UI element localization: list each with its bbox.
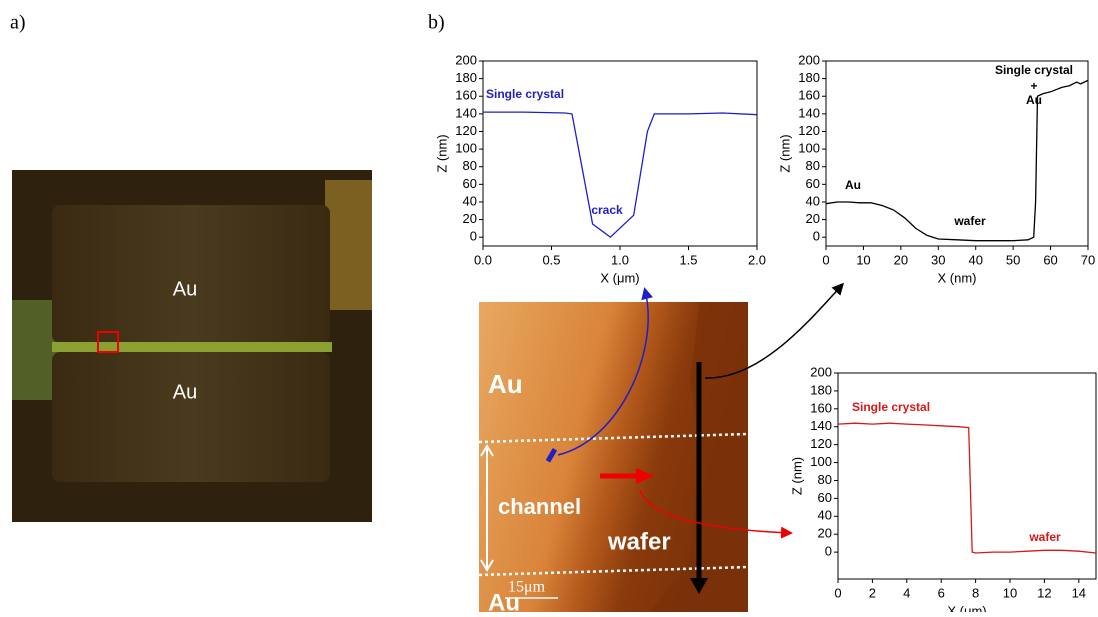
x-tick-label: 0.0 bbox=[474, 252, 492, 267]
y-tick-label: 140 bbox=[798, 105, 820, 120]
x-tick-label: 10 bbox=[856, 252, 870, 267]
y-tick-label: 160 bbox=[798, 88, 820, 103]
annotation: Au bbox=[1026, 93, 1042, 107]
label: Au bbox=[173, 278, 197, 300]
afm-label: channel bbox=[498, 494, 581, 519]
y-tick-label: 100 bbox=[455, 141, 477, 156]
y-tick-label: 180 bbox=[455, 70, 477, 85]
y-tick-label: 160 bbox=[455, 88, 477, 103]
y-tick-label: 120 bbox=[798, 123, 820, 138]
line-chart: 0 20 40 60 80 100 120 140 160 180 200 0 10 20 30 40 50 60… bbox=[777, 52, 1095, 285]
afm-label: wafer bbox=[607, 528, 671, 555]
panel-label: b) bbox=[428, 12, 445, 34]
x-tick-label: 50 bbox=[1006, 252, 1020, 267]
annotation: Single crystal bbox=[995, 63, 1073, 77]
annotation: + bbox=[1030, 79, 1037, 93]
y-axis-label: Z (nm) bbox=[434, 134, 449, 172]
x-tick-label: 10 bbox=[1003, 585, 1017, 600]
x-tick-label: 2.0 bbox=[748, 252, 766, 267]
x-tick-label: 1.0 bbox=[611, 252, 629, 267]
y-tick-label: 180 bbox=[798, 70, 820, 85]
y-tick-label: 140 bbox=[810, 418, 832, 433]
y-tick-label: 40 bbox=[806, 193, 820, 208]
annotation: wafer bbox=[953, 214, 986, 228]
data-line bbox=[483, 111, 758, 239]
x-tick-label: 12 bbox=[1037, 585, 1051, 600]
y-tick-label: 60 bbox=[806, 176, 820, 191]
y-tick-label: 200 bbox=[810, 364, 832, 379]
y-axis-label: Z (nm) bbox=[789, 457, 804, 495]
y-tick-label: 0 bbox=[470, 229, 477, 244]
y-tick-label: 80 bbox=[806, 158, 820, 173]
data-line bbox=[825, 79, 1089, 242]
annotation: Single crystal bbox=[852, 400, 930, 414]
y-tick-label: 60 bbox=[818, 490, 832, 505]
scale-label: 15μm bbox=[508, 579, 546, 596]
y-tick-label: 20 bbox=[806, 211, 820, 226]
x-tick-label: 40 bbox=[968, 252, 982, 267]
data-line bbox=[837, 422, 1097, 554]
plot-frame bbox=[837, 372, 1097, 580]
x-axis-label: X (nm) bbox=[938, 270, 977, 285]
x-tick-label: 0 bbox=[834, 585, 841, 600]
y-tick-label: 140 bbox=[455, 105, 477, 120]
x-tick-label: 8 bbox=[972, 585, 979, 600]
y-tick-label: 100 bbox=[810, 454, 832, 469]
afm-label: Au bbox=[488, 369, 523, 399]
y-tick-label: 80 bbox=[463, 158, 477, 173]
y-tick-label: 40 bbox=[818, 508, 832, 523]
annotation: Single crystal bbox=[486, 87, 564, 101]
x-tick-label: 14 bbox=[1072, 585, 1086, 600]
x-axis-label: X (μm) bbox=[600, 270, 639, 285]
x-tick-label: 0.5 bbox=[542, 252, 560, 267]
y-tick-label: 120 bbox=[455, 123, 477, 138]
y-tick-label: 0 bbox=[825, 544, 832, 559]
y-tick-label: 160 bbox=[810, 400, 832, 415]
y-tick-label: 120 bbox=[810, 436, 832, 451]
annotation: crack bbox=[591, 203, 623, 217]
y-tick-label: 180 bbox=[810, 382, 832, 397]
y-tick-label: 100 bbox=[798, 141, 820, 156]
afm-image: Au channel wafer Au 15μm bbox=[478, 282, 845, 616]
y-tick-label: 60 bbox=[463, 176, 477, 191]
plot-frame bbox=[825, 60, 1089, 247]
x-tick-label: 60 bbox=[1043, 252, 1057, 267]
x-tick-label: 6 bbox=[938, 585, 945, 600]
line-chart: 0 20 40 60 80 100 120 140 160 180 200 0.0 0.5 1.0 1.5 2… bbox=[434, 52, 766, 285]
x-tick-label: 1.5 bbox=[679, 252, 697, 267]
x-tick-label: 2 bbox=[869, 585, 876, 600]
y-tick-label: 0 bbox=[813, 229, 820, 244]
panel-label: a) bbox=[10, 12, 26, 34]
line-chart: 0 20 40 60 80 100 120 140 160 180 200 0 2 4 6 8 10 12 14 X … bbox=[789, 364, 1097, 617]
micrograph: Au Au bbox=[12, 170, 372, 522]
y-tick-label: 200 bbox=[455, 52, 477, 67]
x-tick-label: 0 bbox=[822, 252, 829, 267]
y-tick-label: 200 bbox=[798, 52, 820, 67]
x-tick-label: 30 bbox=[931, 252, 945, 267]
y-tick-label: 40 bbox=[463, 193, 477, 208]
annotation: wafer bbox=[1028, 530, 1061, 544]
x-tick-label: 20 bbox=[894, 252, 908, 267]
y-axis-label: Z (nm) bbox=[777, 134, 792, 172]
x-axis-label: X (μm) bbox=[947, 603, 986, 612]
annotation: Au bbox=[845, 178, 861, 192]
y-tick-label: 20 bbox=[463, 211, 477, 226]
x-tick-label: 4 bbox=[903, 585, 910, 600]
label: Au bbox=[173, 381, 197, 403]
x-tick-label: 70 bbox=[1081, 252, 1095, 267]
y-tick-label: 20 bbox=[818, 526, 832, 541]
y-tick-label: 80 bbox=[818, 472, 832, 487]
